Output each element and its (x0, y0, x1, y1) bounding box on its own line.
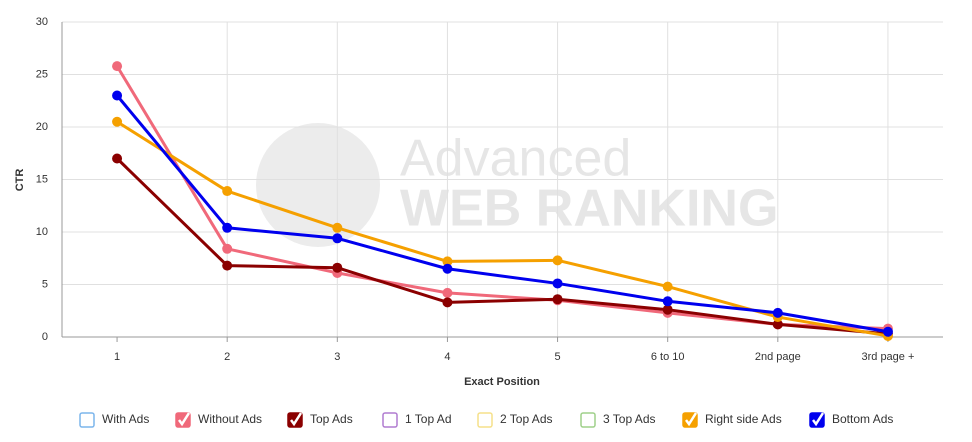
data-point (442, 256, 453, 267)
data-point (772, 307, 783, 318)
data-point (332, 262, 343, 273)
watermark-globe (256, 123, 380, 247)
legend-label: Bottom Ads (832, 412, 893, 426)
legend-item[interactable]: Right side Ads (682, 412, 782, 428)
legend-checkbox[interactable] (477, 412, 493, 428)
legend-item[interactable]: With Ads (79, 412, 149, 428)
data-point (112, 153, 123, 164)
data-point (662, 281, 673, 292)
data-point (112, 116, 123, 127)
y-tick-label: 10 (36, 226, 48, 238)
x-tick-label: 3 (334, 351, 340, 363)
y-tick-label: 0 (42, 331, 48, 343)
watermark-text: Advanced (400, 130, 631, 188)
watermark: Advanced WEB RANKING (256, 123, 778, 247)
legend-label: Without Ads (198, 412, 262, 426)
data-point (222, 260, 233, 271)
x-axis-title: Exact Position (464, 376, 540, 388)
y-tick-label: 15 (36, 173, 48, 185)
legend-checkbox[interactable] (79, 412, 95, 428)
data-point (552, 278, 563, 289)
data-point (442, 287, 453, 298)
legend-checkbox[interactable] (580, 412, 596, 428)
data-point (552, 255, 563, 266)
legend-item[interactable]: Bottom Ads (809, 412, 893, 428)
watermark-text: WEB RANKING (400, 180, 778, 238)
legend-check (685, 412, 698, 427)
data-point (662, 304, 673, 315)
data-point (112, 90, 123, 101)
y-axis-title: CTR (14, 169, 26, 192)
data-point (332, 233, 343, 244)
legend-check (178, 412, 191, 427)
data-point (662, 296, 673, 307)
legend-check (290, 412, 303, 427)
legend-label: 1 Top Ad (405, 412, 452, 426)
data-point (442, 297, 453, 308)
data-point (442, 263, 453, 274)
legend-label: 2 Top Ads (500, 412, 553, 426)
x-tick-label: 3rd page + (861, 351, 914, 363)
x-tick-label: 2nd page (755, 351, 801, 363)
data-point (882, 326, 893, 337)
x-tick-label: 5 (555, 351, 561, 363)
series-line (115, 94, 889, 334)
data-point (222, 222, 233, 233)
legend-item[interactable]: Without Ads (175, 412, 262, 428)
data-point (222, 243, 233, 254)
series-line (116, 157, 889, 336)
x-tick-label: 4 (444, 351, 450, 363)
y-tick-label: 5 (42, 278, 48, 290)
y-tick-label: 25 (36, 68, 48, 80)
data-point (772, 319, 783, 330)
legend-label: With Ads (102, 412, 149, 426)
legend-label: Top Ads (310, 412, 353, 426)
x-tick-label: 6 to 10 (651, 351, 685, 363)
data-point (332, 222, 343, 233)
legend-item[interactable]: Top Ads (287, 412, 353, 428)
legend-checkbox[interactable] (382, 412, 398, 428)
legend-label: 3 Top Ads (603, 412, 656, 426)
y-tick-label: 20 (36, 121, 48, 133)
data-point (552, 294, 563, 305)
legend-label: Right side Ads (705, 412, 782, 426)
legend-item[interactable]: 1 Top Ad (382, 412, 452, 428)
data-point (222, 186, 233, 197)
y-tick-label: 30 (36, 16, 48, 28)
x-tick-label: 1 (114, 351, 120, 363)
data-point (112, 61, 123, 72)
legend-item[interactable]: 3 Top Ads (580, 412, 656, 428)
legend-check (812, 412, 825, 427)
x-tick-label: 2 (224, 351, 230, 363)
legend-item[interactable]: 2 Top Ads (477, 412, 553, 428)
